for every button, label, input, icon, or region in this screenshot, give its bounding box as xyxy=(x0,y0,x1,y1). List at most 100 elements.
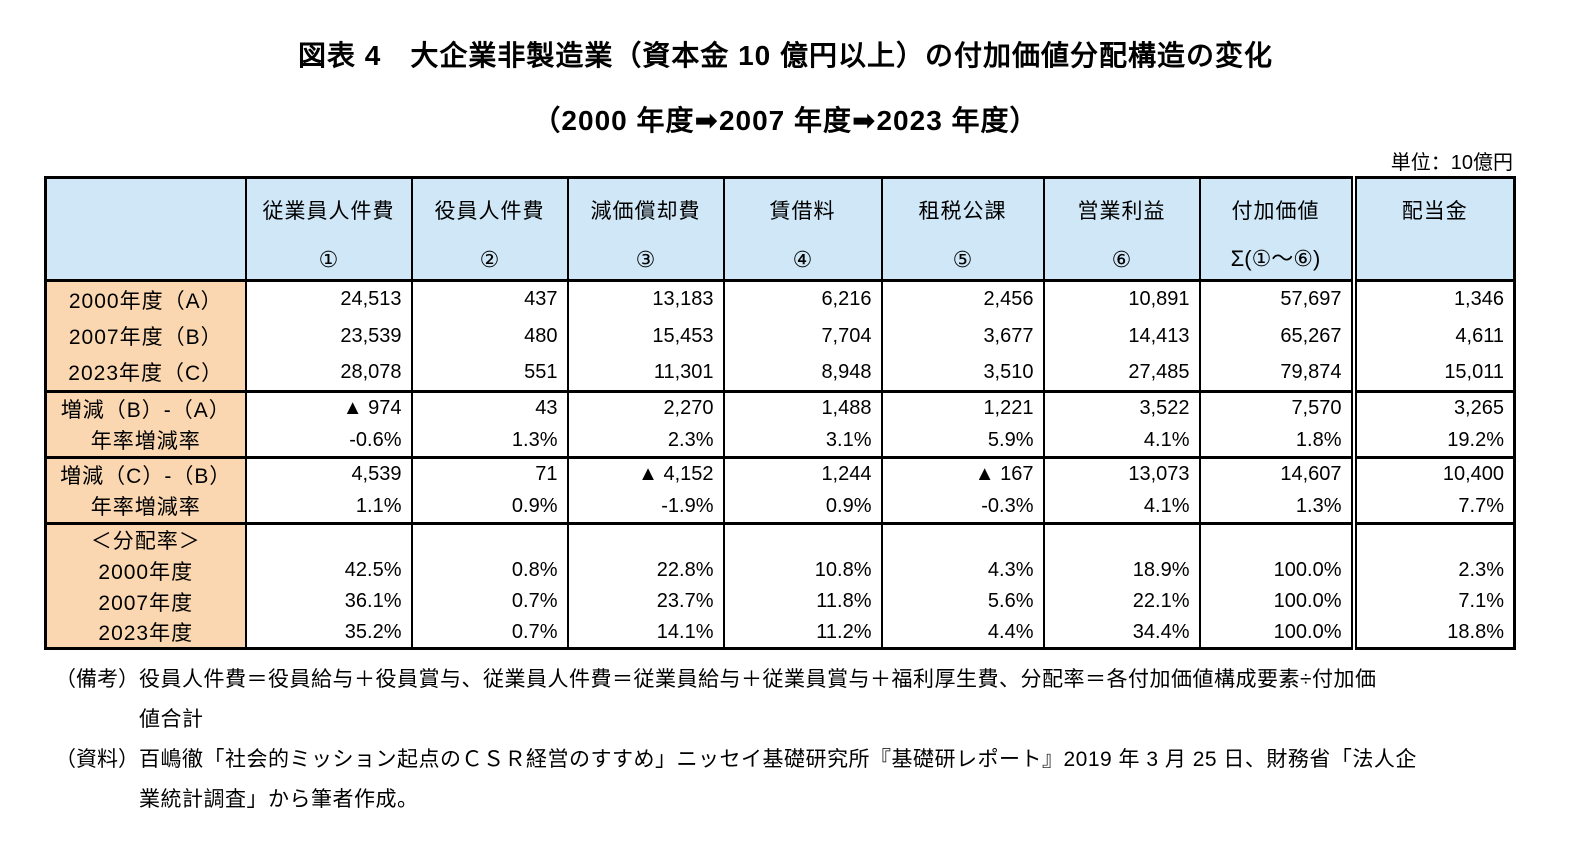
data-cell: 7,704 xyxy=(722,317,883,355)
data-cell: -1.9% xyxy=(566,490,725,524)
row-label: 2007年度 xyxy=(44,586,247,617)
data-cell: 42.5% xyxy=(244,555,413,586)
data-cell: 2.3% xyxy=(566,424,725,458)
data-cell: ▲ 167 xyxy=(880,457,1045,491)
data-cell: 3,510 xyxy=(880,354,1045,392)
data-cell: 0.7% xyxy=(410,617,569,649)
data-cell: 11.8% xyxy=(722,586,883,617)
footnote-body: 役員人件費＝役員給与＋役員賞与、従業員人件費＝従業員給与＋従業員賞与＋福利厚生費… xyxy=(139,660,1377,740)
data-cell: 2,270 xyxy=(566,391,725,425)
column-title: 従業員人件費 xyxy=(262,200,395,223)
data-cell: 7,570 xyxy=(1198,391,1355,425)
data-cell: 14,413 xyxy=(1042,317,1201,355)
row-label: 2000年度（A） xyxy=(44,280,247,318)
column-number: ① xyxy=(318,247,339,272)
data-cell: 4,611 xyxy=(1350,317,1516,355)
table-row: 年率増減率 1.1% 0.9% -1.9% 0.9% -0.3% 4.1% 1.3% 7.7% xyxy=(44,490,1516,524)
footnote-line: 百嶋徹「社会的ミッション起点のＣＳＲ経営のすすめ」ニッセイ基礎研究所『基礎研レポ… xyxy=(139,748,1417,771)
data-cell: 3,265 xyxy=(1350,391,1516,425)
data-cell: 4.4% xyxy=(880,617,1045,649)
data-cell: 15,453 xyxy=(566,317,725,355)
footnote-line: 役員人件費＝役員給与＋役員賞与、従業員人件費＝従業員給与＋従業員賞与＋福利厚生費… xyxy=(139,668,1377,691)
data-cell: 1.8% xyxy=(1198,424,1355,458)
footnote-prefix: （備考） xyxy=(55,668,139,691)
footnote-body: 百嶋徹「社会的ミッション起点のＣＳＲ経営のすすめ」ニッセイ基礎研究所『基礎研レポ… xyxy=(139,740,1417,820)
table-block: ＜分配率＞ 2000年度 42.5% 0.8% 22.8% 10.8% 4.3% 18.9% 1… xyxy=(44,523,1516,649)
data-cell: 0.9% xyxy=(722,490,883,524)
column-number: ③ xyxy=(635,247,656,272)
table-row: 増減（C）-（B） 4,539 71 ▲ 4,152 1,244 ▲ 167 13,073 1… xyxy=(44,457,1516,491)
data-cell: 11.2% xyxy=(722,617,883,649)
row-label: 2023年度 xyxy=(44,617,247,649)
column-header: 付加価値 Σ(①～⑥) xyxy=(1198,177,1355,281)
table-row: ＜分配率＞ xyxy=(44,523,1516,555)
data-cell: 4.3% xyxy=(880,555,1045,586)
data-cell: 480 xyxy=(410,317,569,355)
data-cell: 437 xyxy=(410,280,569,318)
data-cell: 57,697 xyxy=(1198,280,1355,318)
figure-subtitle: （2000 年度➡2007 年度➡2023 年度） xyxy=(532,105,1039,136)
data-cell: 100.0% xyxy=(1198,617,1355,649)
data-cell xyxy=(722,523,883,555)
data-cell: 100.0% xyxy=(1198,555,1355,586)
data-cell xyxy=(1198,523,1355,555)
column-title: 租税公課 xyxy=(918,200,1007,223)
row-label: 年率増減率 xyxy=(44,490,247,524)
column-title: 減価償却費 xyxy=(590,200,701,223)
data-cell: 3.1% xyxy=(722,424,883,458)
data-cell: 10.8% xyxy=(722,555,883,586)
data-cell: 34.4% xyxy=(1042,617,1201,649)
data-cell: 1,244 xyxy=(722,457,883,491)
row-label: 増減（B）-（A） xyxy=(44,391,247,425)
data-cell: 71 xyxy=(410,457,569,491)
data-cell: 4.1% xyxy=(1042,490,1201,524)
data-cell: 36.1% xyxy=(244,586,413,617)
unit-label: 単位：10億円 xyxy=(1390,152,1513,174)
data-cell: 0.8% xyxy=(410,555,569,586)
data-cell: 0.9% xyxy=(410,490,569,524)
column-header: 租税公課 ⑤ xyxy=(880,177,1045,281)
header-row: 従業員人件費 ① 役員人件費 ② 減価償却費 ③ 賃借料 ④ 租税公課 ⑤ 営業利益 ⑥ 付加価値 Σ(①… xyxy=(44,177,1516,281)
data-cell: -0.3% xyxy=(880,490,1045,524)
footnote-line: 値合計 xyxy=(139,708,204,731)
data-cell: 3,677 xyxy=(880,317,1045,355)
row-label: 2007年度（B） xyxy=(44,317,247,355)
data-cell: 13,073 xyxy=(1042,457,1201,491)
data-cell: 18.9% xyxy=(1042,555,1201,586)
column-number: ② xyxy=(479,247,500,272)
data-cell: -0.6% xyxy=(244,424,413,458)
data-cell: 5.9% xyxy=(880,424,1045,458)
data-cell xyxy=(244,523,413,555)
data-cell: 24,513 xyxy=(244,280,413,318)
figure-title: 図表 4 大企業非製造業（資本金 10 億円以上）の付加価値分配構造の変化 xyxy=(297,40,1274,71)
data-cell: 2.3% xyxy=(1350,555,1516,586)
footnote-line: 業統計調査」から筆者作成。 xyxy=(139,788,419,811)
data-cell: 11,301 xyxy=(566,354,725,392)
column-header: 役員人件費 ② xyxy=(410,177,569,281)
data-cell: 7.1% xyxy=(1350,586,1516,617)
table-row: 増減（B）-（A） ▲ 974 43 2,270 1,488 1,221 3,522 7,57… xyxy=(44,391,1516,425)
data-cell: 1.3% xyxy=(1198,490,1355,524)
data-cell: 14,607 xyxy=(1198,457,1355,491)
column-header: 減価償却費 ③ xyxy=(566,177,725,281)
data-cell: 100.0% xyxy=(1198,586,1355,617)
data-cell: 14.1% xyxy=(566,617,725,649)
data-cell: 3,522 xyxy=(1042,391,1201,425)
table-row: 2007年度（B） 23,539 480 15,453 7,704 3,677 14,413… xyxy=(44,317,1516,355)
data-cell: 35.2% xyxy=(244,617,413,649)
data-cell: 10,400 xyxy=(1350,457,1516,491)
column-header: 賃借料 ④ xyxy=(722,177,883,281)
table-row: 2007年度 36.1% 0.7% 23.7% 11.8% 5.6% 22.1% 100.0%… xyxy=(44,586,1516,617)
data-cell: ▲ 974 xyxy=(244,391,413,425)
data-cell: 65,267 xyxy=(1198,317,1355,355)
column-number: ⑤ xyxy=(952,247,973,272)
data-cell: 27,485 xyxy=(1042,354,1201,392)
data-cell: 1,488 xyxy=(722,391,883,425)
data-cell: 0.7% xyxy=(410,586,569,617)
footnote: （資料） 百嶋徹「社会的ミッション起点のＣＳＲ経営のすすめ」ニッセイ基礎研究所『基… xyxy=(55,740,1417,820)
data-cell: 1.3% xyxy=(410,424,569,458)
column-title: 付加価値 xyxy=(1231,200,1320,223)
data-cell: 79,874 xyxy=(1198,354,1355,392)
row-label: ＜分配率＞ xyxy=(44,523,247,555)
